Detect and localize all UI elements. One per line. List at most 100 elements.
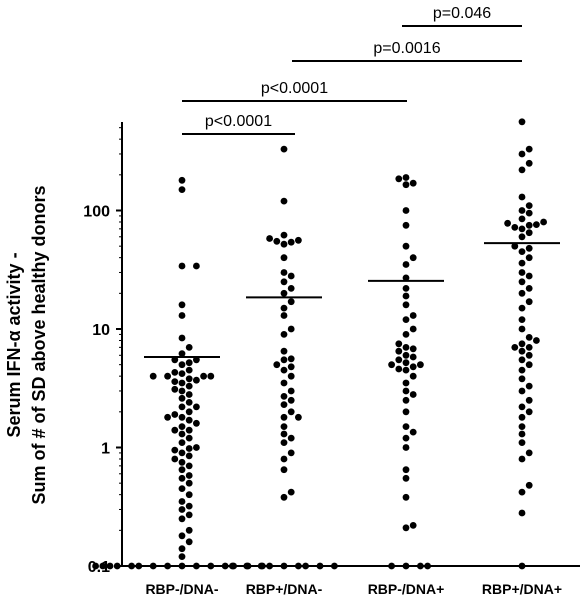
data-point	[518, 150, 526, 158]
data-point	[518, 455, 526, 463]
data-point	[280, 197, 288, 205]
data-point	[395, 356, 403, 364]
data-point	[402, 466, 410, 474]
data-point	[518, 413, 526, 421]
data-point	[185, 445, 193, 452]
data-point	[178, 430, 186, 438]
data-point	[178, 515, 186, 523]
data-point	[266, 562, 273, 570]
data-point	[185, 416, 193, 424]
data-point	[259, 562, 266, 570]
data-point	[518, 340, 526, 348]
data-point	[280, 312, 288, 319]
data-point	[402, 423, 410, 430]
data-point	[185, 391, 193, 398]
data-point	[402, 379, 410, 387]
data-point	[185, 359, 193, 367]
data-point	[402, 285, 410, 292]
data-point	[178, 458, 186, 466]
y-tick-label: 0.1	[88, 559, 110, 576]
p-value-label: p<0.0001	[261, 80, 328, 97]
p-value-label: p=0.0016	[373, 40, 440, 57]
data-point	[280, 423, 288, 430]
data-point	[511, 344, 519, 351]
data-point	[193, 444, 200, 451]
data-point	[402, 344, 410, 351]
data-point	[178, 545, 186, 553]
data-point	[178, 186, 186, 194]
data-point	[511, 224, 519, 231]
data-point	[280, 145, 288, 153]
data-point	[185, 472, 193, 479]
data-point	[287, 396, 295, 404]
data-point	[185, 375, 193, 383]
data-point	[171, 369, 179, 376]
data-point	[402, 274, 410, 282]
data-point	[178, 449, 186, 457]
data-point	[518, 366, 526, 374]
data-point	[409, 254, 417, 262]
data-point	[280, 401, 288, 408]
data-point	[402, 359, 410, 367]
data-point	[518, 325, 526, 333]
data-point	[540, 218, 547, 226]
data-point	[518, 215, 526, 223]
data-point	[402, 301, 410, 309]
data-point	[402, 351, 410, 359]
data-point	[287, 449, 295, 457]
data-point	[525, 396, 533, 404]
data-point	[287, 387, 295, 395]
y-tick-label: 10	[92, 322, 110, 339]
data-point	[280, 254, 288, 262]
data-point	[518, 193, 526, 201]
data-point	[185, 491, 193, 499]
data-point	[178, 553, 186, 560]
data-point	[518, 488, 526, 496]
data-point	[185, 344, 193, 351]
data-point	[331, 562, 338, 570]
data-point	[164, 413, 172, 421]
data-point	[511, 242, 519, 250]
data-point	[244, 562, 252, 570]
data-point	[128, 562, 136, 570]
data-point	[402, 434, 410, 442]
data-point	[525, 229, 533, 237]
data-point	[280, 493, 288, 501]
data-point	[287, 355, 295, 363]
data-point	[280, 466, 288, 474]
data-point	[185, 399, 193, 406]
data-point	[409, 325, 417, 333]
data-point	[280, 347, 288, 355]
data-point	[417, 361, 424, 369]
data-point	[178, 439, 186, 446]
data-point	[280, 269, 288, 276]
data-points	[92, 118, 547, 570]
data-point	[171, 356, 179, 364]
data-point	[525, 481, 533, 489]
data-point	[395, 365, 403, 373]
y-tick-label: 1	[101, 441, 110, 458]
data-point	[178, 394, 186, 402]
x-category-labels: RBP-/DNA- RBP+/DNA- RBP-/DNA+ RBP+/DNA+	[145, 581, 562, 597]
data-point	[185, 366, 193, 374]
data-point	[193, 403, 200, 411]
data-point	[280, 562, 288, 570]
data-point	[402, 221, 410, 229]
data-point	[200, 372, 208, 380]
data-point	[280, 240, 288, 248]
data-point	[518, 269, 526, 276]
data-point	[302, 562, 309, 570]
data-point	[149, 372, 157, 380]
data-point	[266, 235, 273, 242]
data-point	[518, 316, 526, 323]
p-value-label: p=0.046	[433, 5, 491, 22]
y-ticks: 0.1 1 10 100	[83, 127, 122, 576]
data-point	[402, 181, 410, 189]
data-point	[402, 408, 410, 416]
data-point	[280, 439, 288, 446]
data-point	[402, 261, 410, 268]
data-point	[171, 385, 179, 393]
data-point	[409, 312, 417, 319]
data-point	[518, 423, 526, 430]
